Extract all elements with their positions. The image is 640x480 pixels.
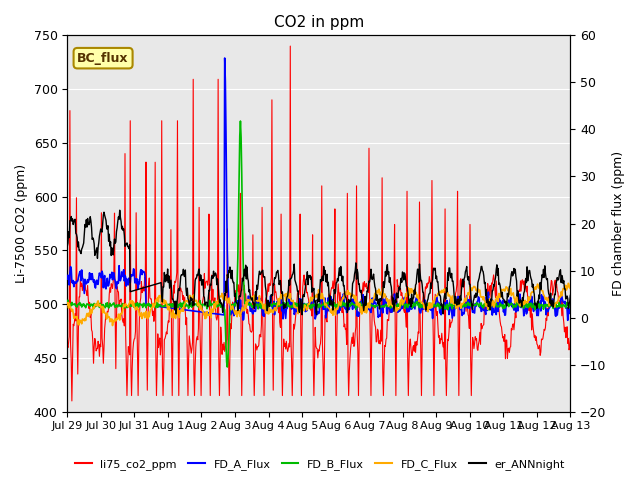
Legend: li75_co2_ppm, FD_A_Flux, FD_B_Flux, FD_C_Flux, er_ANNnight: li75_co2_ppm, FD_A_Flux, FD_B_Flux, FD_C… — [70, 455, 570, 474]
Y-axis label: Li-7500 CO2 (ppm): Li-7500 CO2 (ppm) — [15, 164, 28, 283]
Text: BC_flux: BC_flux — [77, 52, 129, 65]
Y-axis label: FD chamber flux (ppm): FD chamber flux (ppm) — [612, 151, 625, 296]
Title: CO2 in ppm: CO2 in ppm — [274, 15, 364, 30]
